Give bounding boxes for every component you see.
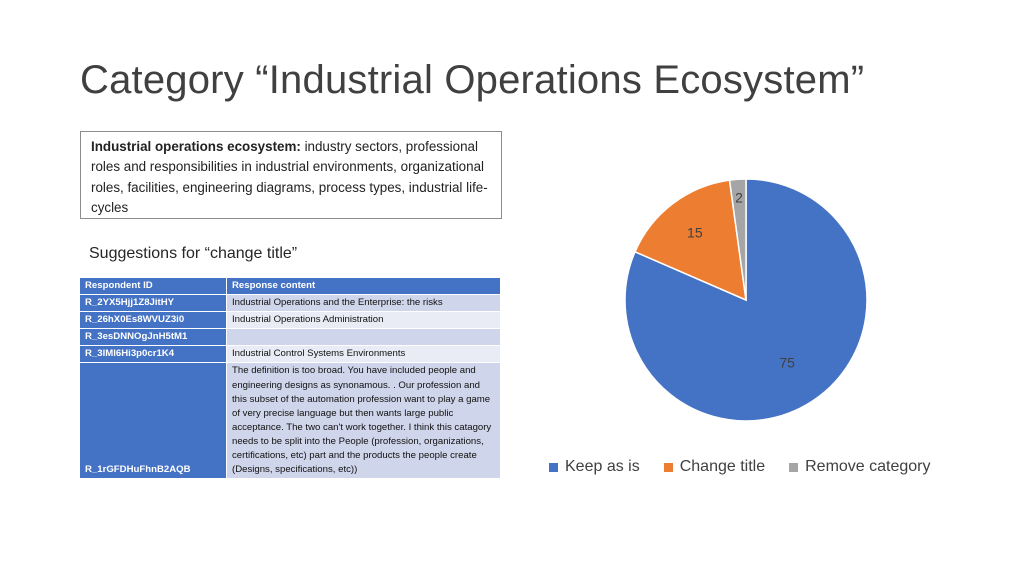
- table-header-row: Respondent ID Response content: [79, 276, 501, 296]
- pie-data-label: 2: [735, 189, 743, 205]
- legend-swatch: [789, 462, 799, 472]
- legend-swatch: [549, 462, 558, 472]
- legend-label: Remove category: [805, 458, 931, 475]
- respondent-id-cell: R_3esDNNOgJnH5tM1: [79, 328, 227, 347]
- definition-term: Industrial operations ecosystem:: [91, 139, 301, 154]
- pie-slice-change-title: [634, 179, 747, 302]
- legend-label: Keep as is: [565, 458, 640, 475]
- pie-data-label: 15: [687, 225, 703, 241]
- table-row: R_1rGFDHuFhnB2AQB The definition is too …: [79, 362, 501, 480]
- legend-item: Keep as is: [549, 458, 640, 476]
- respondent-id-cell: R_1rGFDHuFhnB2AQB: [79, 362, 227, 480]
- definition-text: industry sectors, professional roles and…: [91, 139, 488, 215]
- slide-title: Category “Industrial Operations Ecosyste…: [80, 58, 865, 102]
- response-content-cell: [226, 328, 501, 347]
- legend-item: Change title: [663, 458, 766, 476]
- response-content-cell: The definition is too broad. You have in…: [226, 362, 501, 480]
- respondent-id-cell: R_2YX5Hjj1Z8JitHY: [79, 294, 227, 313]
- legend-swatch: [663, 462, 673, 472]
- table-row: R_3lMl6Hi3p0cr1K4 Industrial Control Sys…: [79, 345, 501, 364]
- respondent-id-cell: R_3lMl6Hi3p0cr1K4: [79, 345, 227, 364]
- table-subtitle: Suggestions for “change title”: [89, 245, 298, 262]
- chart-legend: Keep as is Change title Remove category: [549, 458, 931, 476]
- legend-item: Remove category: [789, 458, 931, 476]
- responses-table: Respondent ID Response content R_2YX5Hjj…: [79, 276, 501, 480]
- pie-slice-remove-category: [728, 178, 747, 301]
- legend-label: Change title: [679, 458, 766, 475]
- response-content-cell: Industrial Operations and the Enterprise…: [226, 294, 501, 313]
- respondent-id-cell: R_26hX0Es8WVUZ3i0: [79, 311, 227, 330]
- header-respondent-id: Respondent ID: [79, 276, 227, 296]
- pie-chart: 75 15 2: [624, 178, 868, 422]
- response-content-cell: Industrial Control Systems Environments: [226, 345, 501, 364]
- pie-data-label: 75: [779, 355, 795, 371]
- table-row: R_26hX0Es8WVUZ3i0 Industrial Operations …: [79, 311, 501, 330]
- response-content-cell: Industrial Operations Administration: [226, 311, 501, 330]
- table-row: R_3esDNNOgJnH5tM1: [79, 328, 501, 347]
- header-response-content: Response content: [226, 276, 501, 296]
- definition-box: Industrial operations ecosystem: industr…: [80, 131, 502, 219]
- table-row: R_2YX5Hjj1Z8JitHY Industrial Operations …: [79, 294, 501, 313]
